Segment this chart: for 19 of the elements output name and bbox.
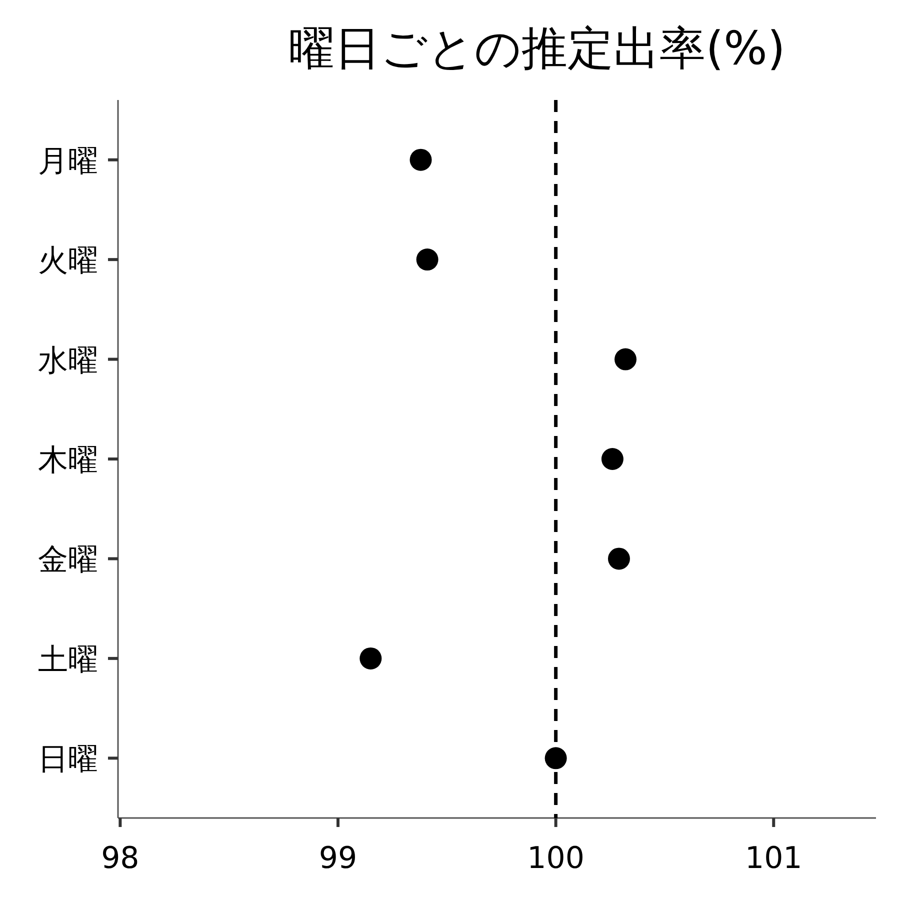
point [608,548,630,570]
y-tick-label: 水曜 [38,343,98,378]
point [410,148,432,171]
chart-title: 曜日ごとの推定出率(%) [288,21,786,75]
point [544,747,567,770]
x-tick-label: 100 [527,841,584,876]
y-tick-label: 日曜 [38,742,98,778]
y-tick-label: 木曜 [38,443,98,478]
x-tick-label: 98 [101,841,140,876]
x-tick-label: 99 [318,841,358,876]
point [601,448,624,470]
y-tick-label: 月曜 [38,144,98,179]
point [360,647,382,670]
y-tick-label: 土曜 [38,642,98,678]
y-tick-label: 金曜 [38,542,98,578]
y-tick-label: 火曜 [38,244,98,279]
x-tick-label: 101 [744,841,802,876]
point [416,248,438,271]
point [614,348,637,370]
